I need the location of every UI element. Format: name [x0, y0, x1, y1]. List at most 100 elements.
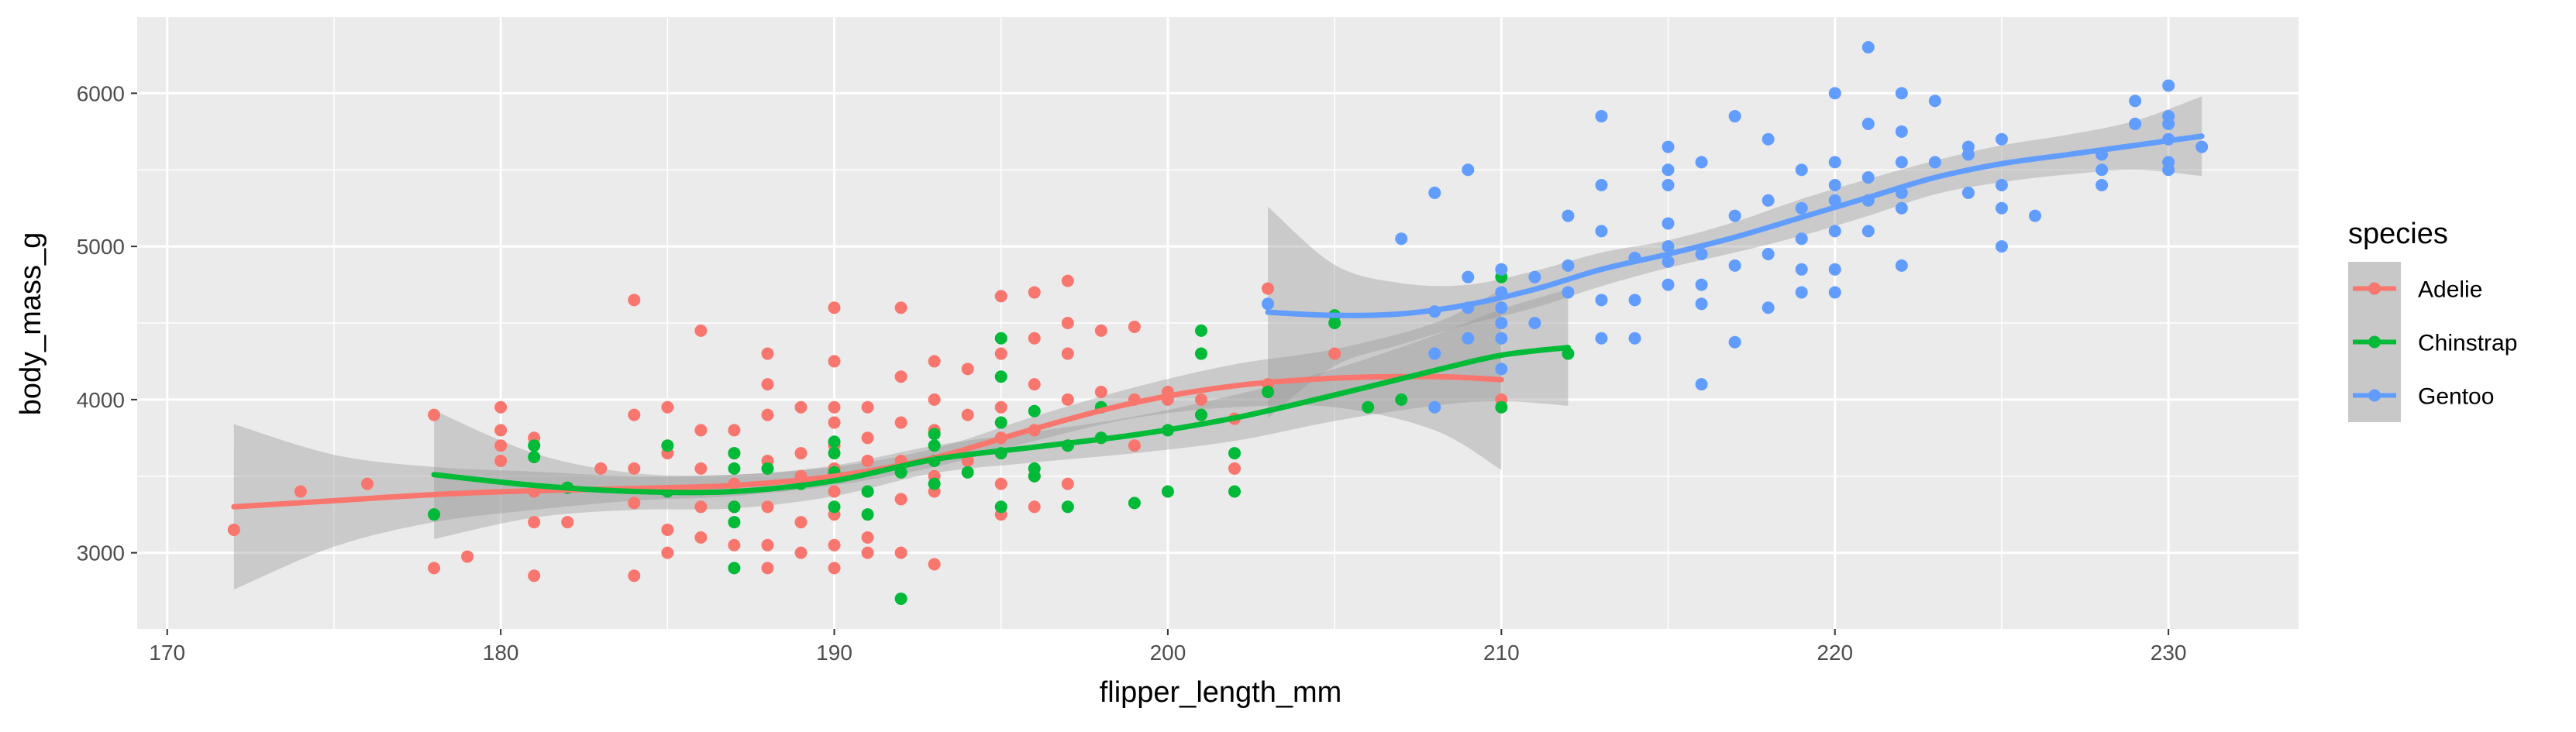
point-adelie	[1262, 282, 1275, 295]
y-axis: 3000 4000 5000 6000	[77, 81, 137, 565]
point-gentoo	[1695, 156, 1708, 169]
point-gentoo	[1861, 117, 1875, 130]
point-adelie	[428, 562, 441, 575]
point-gentoo	[2195, 140, 2209, 153]
point-chinstrap	[928, 439, 941, 452]
point-adelie	[294, 485, 307, 498]
point-gentoo	[1428, 347, 1441, 360]
point-gentoo	[1995, 132, 2008, 146]
point-gentoo	[1662, 278, 1675, 291]
point-adelie	[661, 523, 674, 536]
point-chinstrap	[1161, 485, 1174, 498]
point-adelie	[894, 370, 907, 383]
point-gentoo	[1861, 171, 1875, 184]
point-gentoo	[1662, 255, 1675, 268]
legend: species Adelie Chinstrap Gentoo	[2348, 218, 2517, 422]
smooth-line-chinstrap	[431, 345, 1571, 496]
point-adelie	[1094, 324, 1107, 337]
point-chinstrap	[861, 508, 874, 521]
x-tick-label: 180	[483, 641, 519, 665]
x-tick-label: 190	[816, 641, 852, 665]
point-adelie	[928, 355, 941, 368]
point-gentoo	[1695, 248, 1708, 261]
point-adelie	[661, 400, 674, 414]
point-gentoo	[1895, 259, 1908, 272]
point-gentoo	[1795, 286, 1808, 299]
point-gentoo	[1628, 294, 1641, 307]
point-adelie	[961, 363, 974, 376]
point-gentoo	[2096, 163, 2109, 177]
point-adelie	[628, 462, 641, 475]
point-chinstrap	[994, 500, 1007, 514]
point-adelie	[761, 562, 774, 575]
point-adelie	[828, 400, 841, 414]
point-adelie	[894, 416, 907, 429]
point-adelie	[694, 424, 708, 437]
point-gentoo	[1828, 225, 1841, 238]
point-gentoo	[1762, 132, 1775, 146]
point-gentoo	[1595, 179, 1608, 192]
legend-label-gentoo: Gentoo	[2418, 384, 2494, 410]
point-gentoo	[1995, 240, 2008, 253]
point-chinstrap	[1194, 324, 1207, 337]
point-gentoo	[2028, 209, 2041, 222]
point-adelie	[928, 393, 941, 406]
point-gentoo	[1828, 87, 1841, 100]
point-adelie	[628, 408, 641, 421]
point-chinstrap	[961, 466, 974, 479]
point-gentoo	[1428, 400, 1441, 414]
point-gentoo	[1528, 270, 1541, 284]
point-adelie	[1061, 317, 1074, 329]
point-gentoo	[1495, 332, 1508, 345]
point-adelie	[761, 408, 774, 421]
point-adelie	[728, 424, 741, 437]
point-adelie	[961, 408, 974, 421]
point-chinstrap	[728, 447, 741, 460]
point-gentoo	[1662, 163, 1675, 177]
point-gentoo	[1495, 317, 1508, 329]
point-adelie	[994, 290, 1007, 303]
point-chinstrap	[728, 516, 741, 529]
point-adelie	[761, 347, 774, 360]
point-adelie	[494, 400, 508, 414]
point-chinstrap	[861, 485, 874, 498]
point-gentoo	[1828, 194, 1841, 207]
point-gentoo	[1595, 110, 1608, 123]
point-adelie	[794, 516, 808, 529]
point-adelie	[761, 500, 774, 514]
point-gentoo	[1795, 201, 1808, 215]
point-gentoo	[1695, 297, 1708, 311]
point-gentoo	[1895, 125, 1908, 138]
point-gentoo	[1895, 156, 1908, 169]
x-axis-title: flipper_length_mm	[1100, 676, 1342, 709]
point-adelie	[461, 550, 474, 563]
point-adelie	[994, 400, 1007, 414]
point-gentoo	[1595, 225, 1608, 238]
point-adelie	[894, 493, 907, 506]
legend-label-adelie: Adelie	[2418, 277, 2482, 303]
point-adelie	[694, 462, 708, 475]
point-adelie	[894, 301, 907, 314]
point-chinstrap	[1362, 400, 1375, 414]
point-chinstrap	[1495, 400, 1508, 414]
point-gentoo	[1795, 163, 1808, 177]
point-adelie	[661, 546, 674, 559]
point-gentoo	[1662, 217, 1675, 230]
point-chinstrap	[661, 439, 674, 452]
point-chinstrap	[1228, 447, 1242, 460]
point-chinstrap	[728, 500, 741, 514]
point-chinstrap	[528, 439, 541, 452]
point-gentoo	[1762, 194, 1775, 207]
point-adelie	[594, 462, 608, 475]
y-tick-label: 4000	[77, 388, 125, 412]
x-tick-label: 200	[1150, 641, 1186, 665]
point-adelie	[1328, 347, 1341, 360]
point-gentoo	[2162, 79, 2175, 92]
point-adelie	[994, 477, 1007, 490]
point-chinstrap	[1061, 500, 1074, 514]
point-adelie	[1128, 439, 1141, 452]
point-adelie	[1028, 378, 1041, 391]
legend-key-point-gentoo	[2368, 389, 2381, 402]
point-gentoo	[2162, 163, 2175, 177]
x-tick-label: 230	[2151, 641, 2187, 665]
